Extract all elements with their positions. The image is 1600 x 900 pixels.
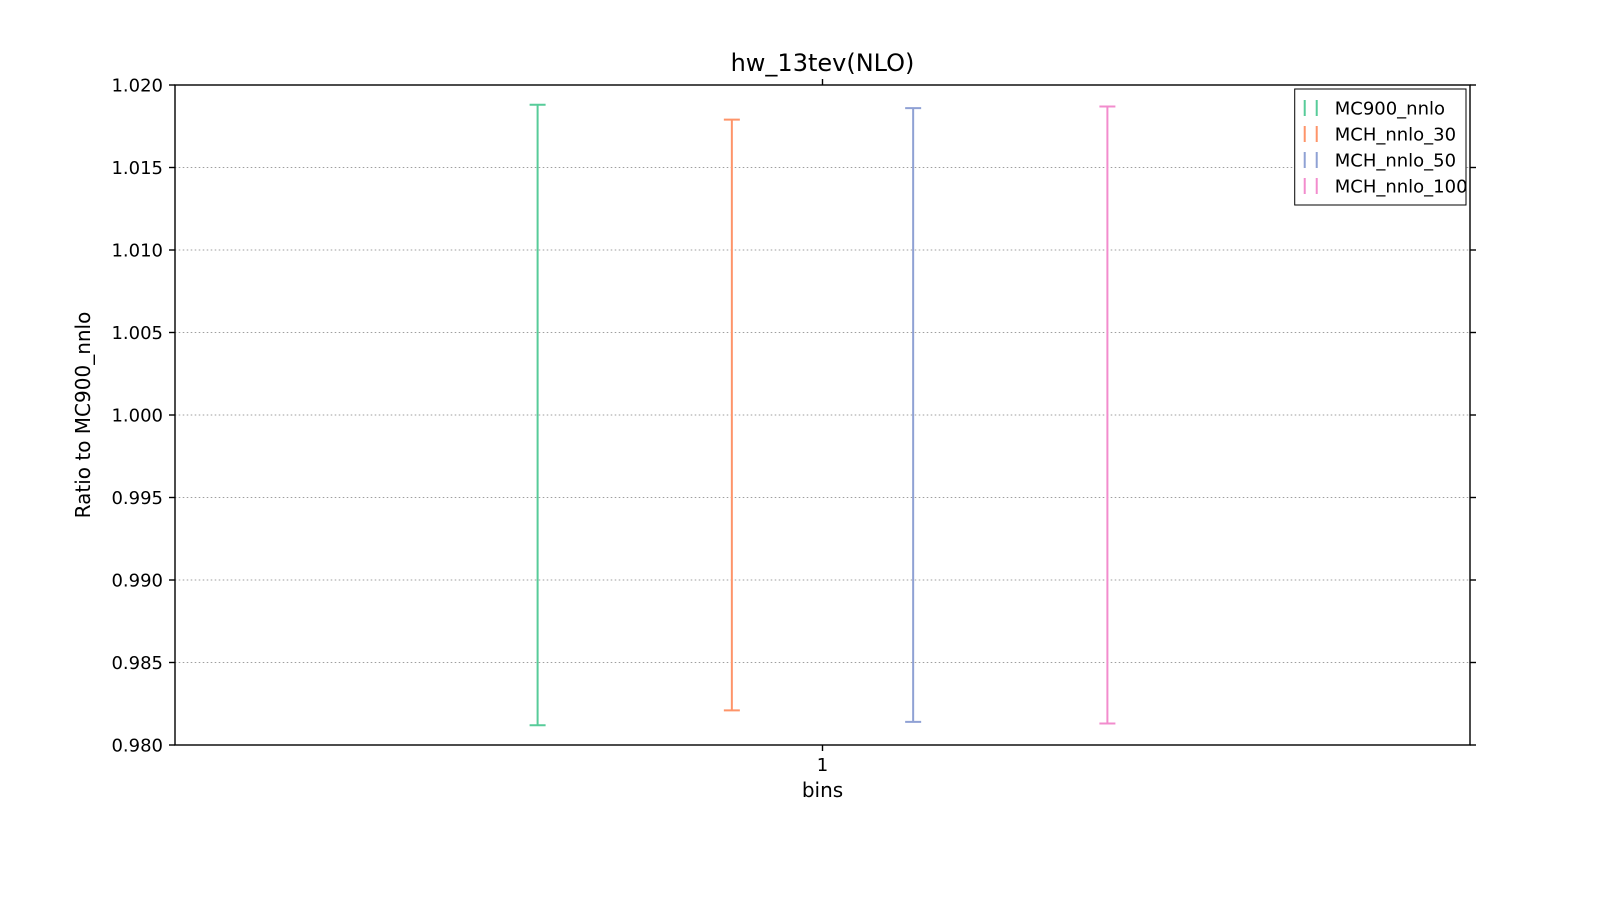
ytick-label: 0.980 [111,735,163,756]
legend-label: MC900_nnlo [1335,98,1445,119]
ytick-label: 0.995 [111,488,163,509]
ytick-label: 0.990 [111,570,163,591]
legend-label: MCH_nnlo_50 [1335,150,1456,171]
ytick-label: 1.015 [111,158,163,179]
y-axis-label: Ratio to MC900_nnlo [71,312,95,519]
ytick-label: 1.010 [111,240,163,261]
ytick-label: 1.005 [111,323,163,344]
legend: MC900_nnlo MCH_nnlo_30 MCH_nnlo_50 MCH_nnlo… [1295,89,1468,205]
ytick-label: 1.020 [111,75,163,96]
legend-label: MCH_nnlo_30 [1335,124,1456,145]
legend-label: MCH_nnlo_100 [1335,176,1468,197]
chart-container: 1 0.980 0.985 0.990 0.995 1.000 1.005 1.010 1.01… [0,0,1600,900]
ytick-label: 0.985 [111,653,163,674]
ratio-errorbar-chart: 1 0.980 0.985 0.990 0.995 1.000 1.005 1.010 1.01… [0,0,1600,900]
chart-title: hw_13tev(NLO) [731,49,915,77]
ytick-label: 1.000 [111,405,163,426]
x-axis-label: bins [802,778,843,802]
xtick-label: 1 [817,755,828,776]
